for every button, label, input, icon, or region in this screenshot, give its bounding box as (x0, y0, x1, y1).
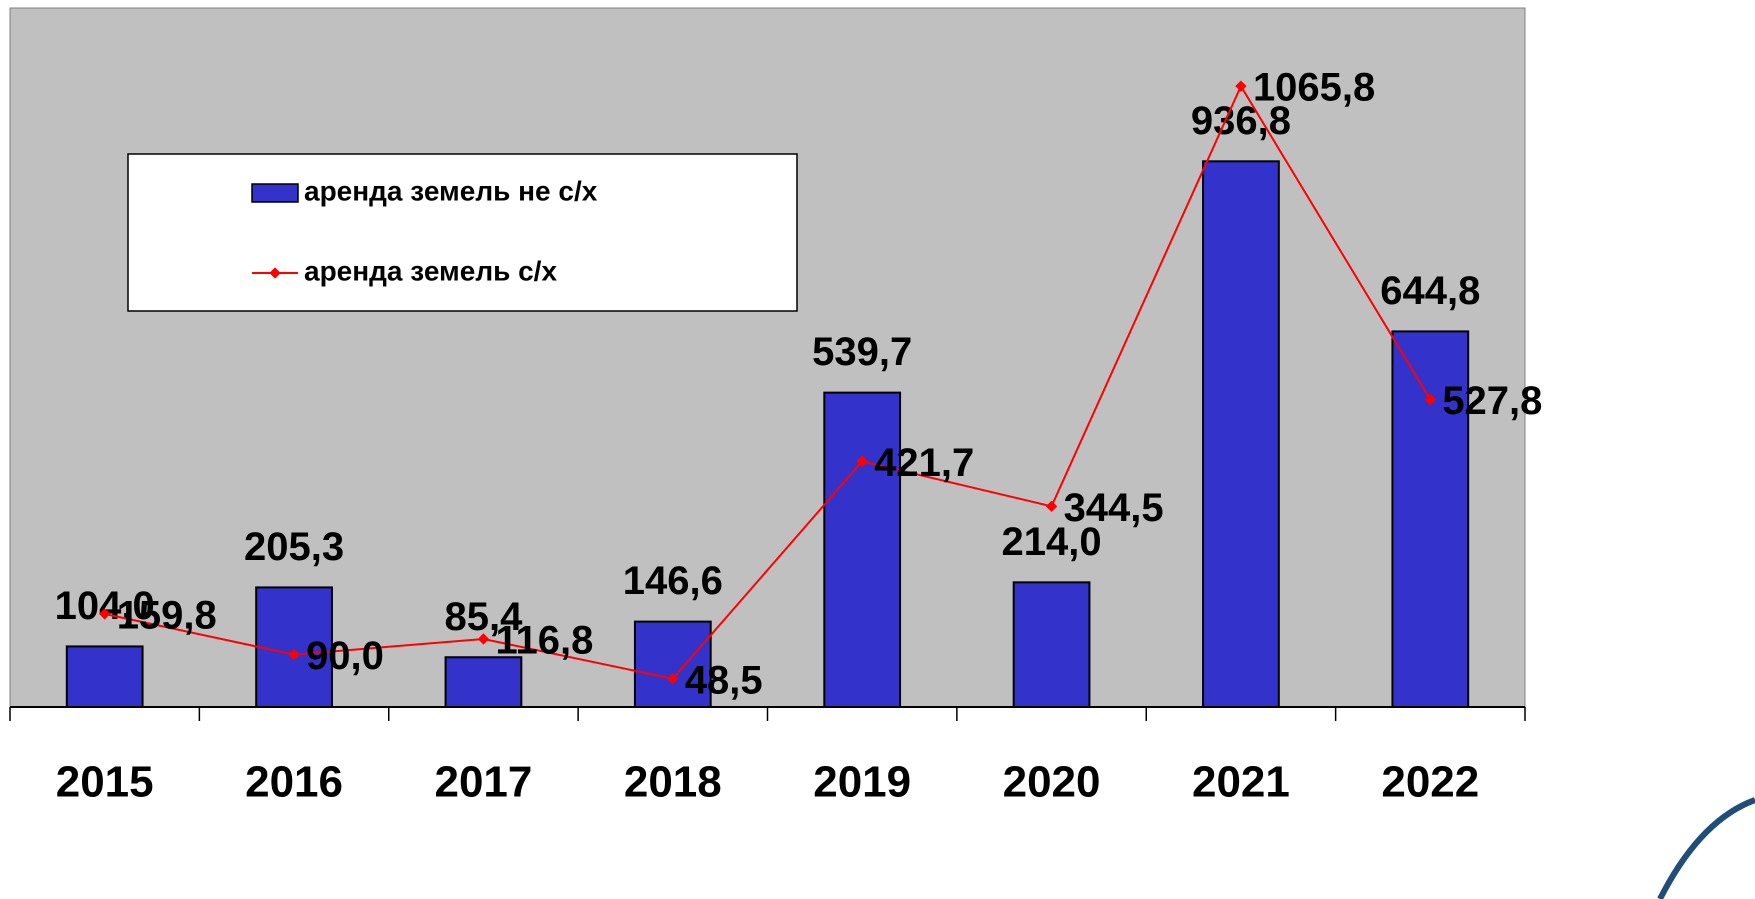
bar-value-label: 644,8 (1380, 269, 1480, 313)
bar (823, 391, 902, 708)
line-value-label: 421,7 (874, 441, 974, 485)
line-value-label: 1065,8 (1253, 66, 1375, 110)
x-tick-label: 2019 (813, 758, 911, 807)
line-marker (1045, 500, 1058, 512)
legend-label: аренда земель с/х (304, 255, 557, 286)
x-tick-label: 2016 (245, 758, 343, 807)
bar-value-label: 539,7 (812, 330, 912, 374)
legend-marker (269, 267, 281, 279)
line-value-label: 344,5 (1064, 486, 1164, 530)
line-marker (1424, 393, 1436, 406)
bar-value-label: 214,0 (1002, 520, 1102, 564)
bar-value-label: 85,4 (445, 595, 524, 639)
bar-value-label: 205,3 (244, 525, 344, 569)
line-value-label: 159,8 (117, 593, 217, 637)
x-tick-label: 2021 (1192, 758, 1290, 807)
decoration (1657, 797, 1755, 899)
line-value-label: 48,5 (685, 658, 763, 702)
legend-swatch (251, 183, 299, 203)
bar (65, 645, 144, 708)
bar (1202, 160, 1280, 708)
line-value-label: 90,0 (306, 634, 384, 678)
plot-area (9, 7, 1526, 708)
line-marker (1235, 80, 1247, 92)
x-tick-label: 2020 (1003, 758, 1101, 807)
line (104, 84, 1432, 680)
x-tick-label: 2018 (624, 758, 722, 807)
bar (1012, 581, 1091, 708)
bar-value-label: 146,6 (623, 559, 723, 603)
line-marker (288, 648, 300, 661)
legend-box (127, 153, 798, 312)
line-value-label: 116,8 (495, 619, 593, 663)
bar (633, 620, 712, 709)
x-tick-label: 2017 (434, 758, 532, 807)
bar-value-label: 936,8 (1191, 99, 1291, 143)
bar (444, 656, 523, 709)
line-marker (667, 673, 679, 685)
bar (255, 586, 333, 708)
line-marker (477, 633, 490, 645)
x-tick-label: 2015 (56, 758, 154, 807)
line-marker (856, 455, 868, 468)
line-value-label: 527,8 (1442, 379, 1542, 423)
legend-label: аренда земель не с/х (304, 175, 598, 206)
x-tick-label: 2022 (1381, 758, 1479, 807)
